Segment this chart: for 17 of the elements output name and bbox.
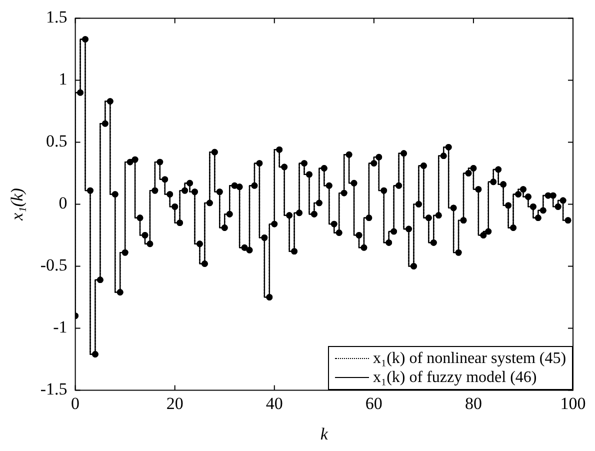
x-tick-label: 100 <box>560 394 586 413</box>
y-tick-label: 0.5 <box>46 132 68 151</box>
x-tick-label: 20 <box>166 394 184 413</box>
y-tick-label: -0.5 <box>40 256 68 275</box>
y-tick-label: 0 <box>58 194 68 213</box>
legend-label: x₁(k) of fuzzy model (46) <box>373 368 537 388</box>
x-tick-label: 40 <box>266 394 283 413</box>
x-tick-label: 0 <box>71 394 80 413</box>
y-tick-label: 1 <box>58 70 68 89</box>
y-tick-label: -1.5 <box>40 380 68 399</box>
y-axis-title: x₁(k) <box>8 188 27 222</box>
y-tick-label: 1.5 <box>46 8 68 27</box>
x-tick-label: 80 <box>464 394 482 413</box>
legend-label: x₁(k) of nonlinear system (45) <box>373 349 566 368</box>
x-tick-label: 60 <box>365 394 382 413</box>
x-axis-title: k <box>320 424 328 444</box>
y-tick-label: -1 <box>53 318 68 337</box>
